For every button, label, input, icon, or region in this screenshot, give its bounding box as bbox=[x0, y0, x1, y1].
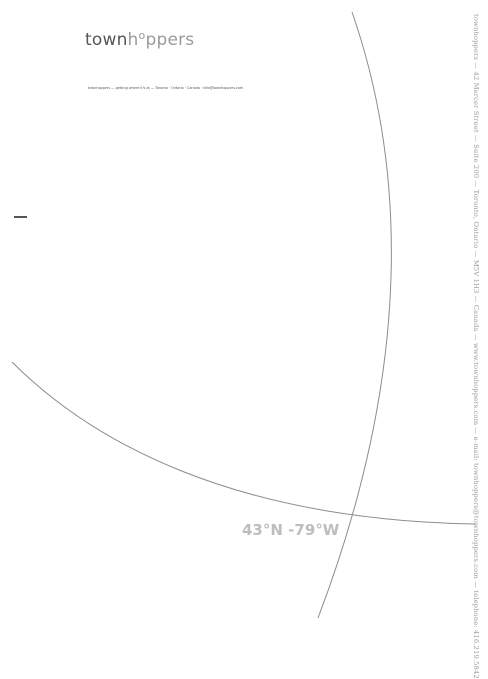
coordinates-label: 43°N -79°W bbox=[242, 521, 340, 539]
logo-part-o: o bbox=[138, 29, 146, 42]
logo-part-town: town bbox=[85, 30, 128, 50]
fold-mark bbox=[14, 216, 27, 218]
tagline-text: townhoppers — getting where it's at — To… bbox=[88, 86, 244, 90]
townhoppers-logo: townhoppers bbox=[85, 29, 195, 50]
side-address-text: townhoppers — 42 Mercer Street — Suite 2… bbox=[472, 14, 480, 679]
horizontal-arc bbox=[11, 361, 477, 525]
vertical-arc bbox=[317, 11, 392, 618]
logo-part-ppers: ppers bbox=[145, 30, 195, 50]
logo-part-h: h bbox=[127, 30, 139, 50]
arc-graphic bbox=[11, 11, 477, 618]
stationery-page: townhoppers townhoppers — getting where … bbox=[11, 11, 482, 679]
side-address-strip: townhoppers — 42 Mercer Street — Suite 2… bbox=[470, 14, 482, 679]
